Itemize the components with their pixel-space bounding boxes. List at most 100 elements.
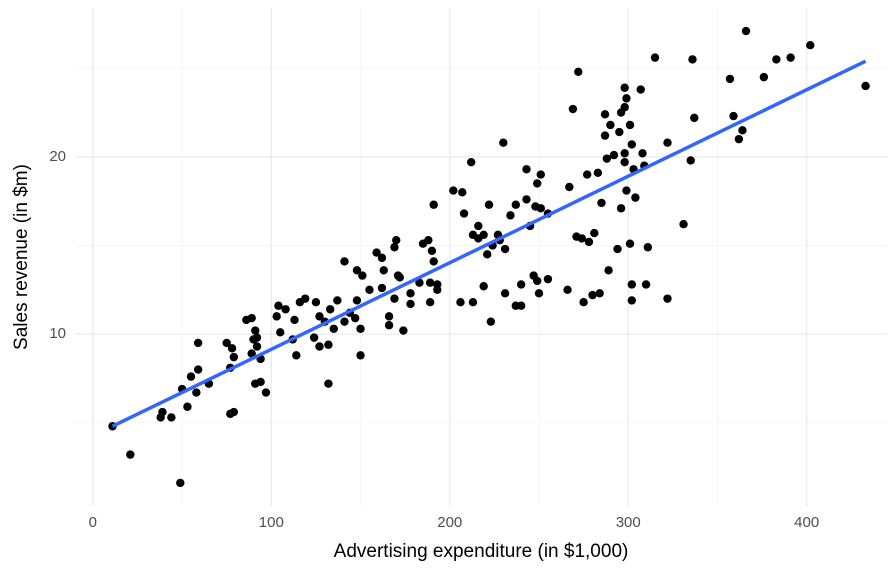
point <box>222 338 231 348</box>
point <box>772 55 781 64</box>
point <box>329 324 338 333</box>
point <box>511 200 520 209</box>
point <box>588 290 597 300</box>
point <box>499 138 508 147</box>
point <box>384 321 394 330</box>
point <box>506 211 515 220</box>
point <box>377 283 387 293</box>
point <box>606 120 615 130</box>
point <box>193 338 203 348</box>
point <box>516 280 526 289</box>
point <box>301 294 310 303</box>
point <box>352 266 362 275</box>
point <box>247 349 256 358</box>
point <box>429 257 438 266</box>
point <box>522 195 531 204</box>
point <box>759 72 769 82</box>
point <box>406 289 415 298</box>
point <box>625 239 635 248</box>
point <box>247 313 256 323</box>
point <box>193 365 203 374</box>
point <box>631 193 640 202</box>
x-tick-label: 0 <box>89 514 97 531</box>
point <box>597 198 606 208</box>
point <box>533 179 542 188</box>
point <box>274 301 283 310</box>
point <box>356 351 365 360</box>
point <box>584 237 594 247</box>
point <box>738 126 747 135</box>
point <box>272 312 281 321</box>
point <box>806 41 815 50</box>
point <box>690 113 699 123</box>
x-tick-label: 100 <box>259 514 284 531</box>
point <box>126 450 135 459</box>
point <box>251 326 260 335</box>
point <box>786 53 795 62</box>
x-axis-title: Advertising expenditure (in $1,000) <box>334 541 629 562</box>
point <box>484 200 494 209</box>
point <box>458 188 467 197</box>
point <box>574 67 583 77</box>
point <box>638 149 647 158</box>
point <box>622 186 631 195</box>
point <box>627 296 636 305</box>
point <box>725 74 735 84</box>
point <box>663 138 672 147</box>
point <box>292 351 301 360</box>
point <box>358 271 367 280</box>
point <box>620 149 629 158</box>
point <box>595 289 604 298</box>
point <box>399 326 408 335</box>
point <box>466 157 476 167</box>
point <box>340 317 349 326</box>
point <box>276 328 285 337</box>
point <box>500 244 510 254</box>
point <box>390 294 399 303</box>
point <box>565 182 574 192</box>
point <box>604 266 613 275</box>
point <box>486 317 496 326</box>
point <box>729 111 738 121</box>
y-tick-label: 10 <box>49 325 66 342</box>
point <box>734 134 744 144</box>
point <box>315 342 324 351</box>
x-tick-label: 400 <box>794 514 819 531</box>
point <box>609 150 619 160</box>
point <box>392 235 401 245</box>
point <box>425 278 435 287</box>
point <box>324 340 333 349</box>
point <box>679 220 688 229</box>
point <box>522 165 531 174</box>
point <box>333 296 342 305</box>
point <box>176 478 185 488</box>
y-axis-title: Sales revenue (in $m) <box>11 164 32 350</box>
x-tick-label: 200 <box>437 514 462 531</box>
point <box>281 305 290 314</box>
point <box>590 228 599 238</box>
point <box>688 55 697 64</box>
point <box>390 243 399 252</box>
point <box>186 372 196 381</box>
point <box>256 377 265 387</box>
point <box>350 313 360 323</box>
point <box>627 140 636 149</box>
point <box>227 344 237 353</box>
point <box>425 297 435 307</box>
point <box>377 253 387 263</box>
point <box>290 315 299 325</box>
point <box>516 301 526 310</box>
point <box>861 81 870 91</box>
point <box>641 280 651 289</box>
point <box>167 413 176 422</box>
point <box>536 170 545 179</box>
point <box>479 230 488 240</box>
point <box>479 282 488 291</box>
point <box>582 170 592 179</box>
point <box>600 131 610 140</box>
point <box>356 324 365 333</box>
point <box>229 352 239 362</box>
y-tick-label: 20 <box>49 148 66 165</box>
point <box>613 244 622 254</box>
point <box>533 276 542 286</box>
